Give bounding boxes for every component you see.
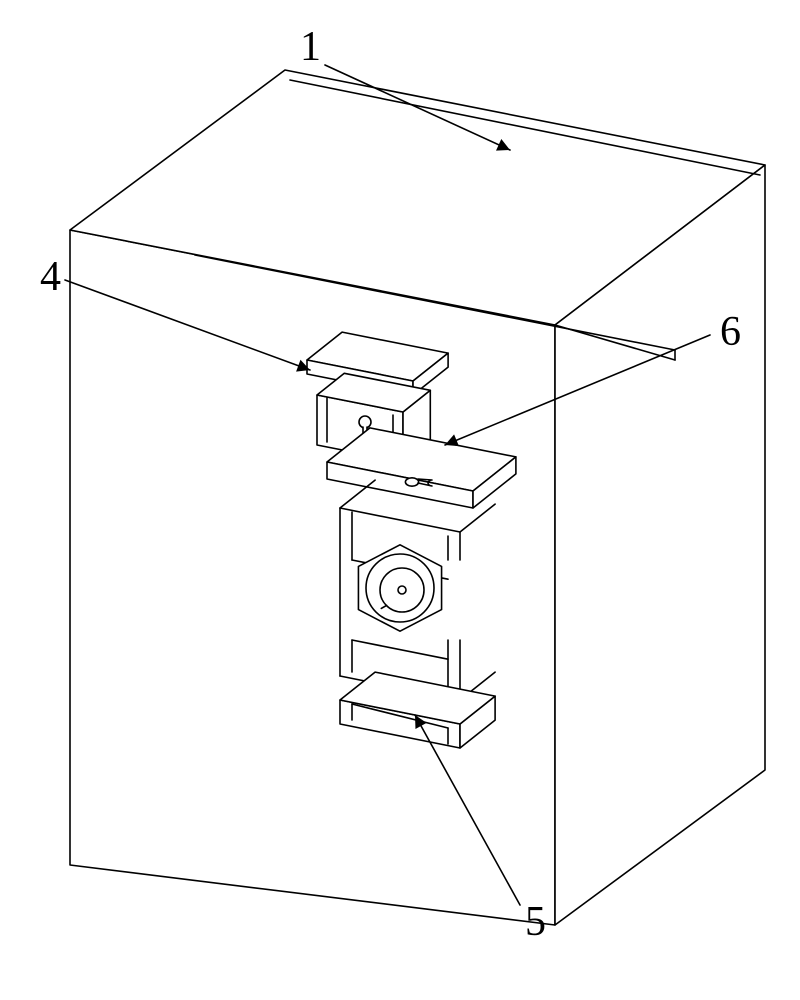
svg-text:5: 5	[525, 899, 546, 945]
svg-text:1: 1	[300, 24, 321, 70]
svg-text:6: 6	[720, 309, 741, 355]
svg-text:4: 4	[40, 254, 61, 300]
